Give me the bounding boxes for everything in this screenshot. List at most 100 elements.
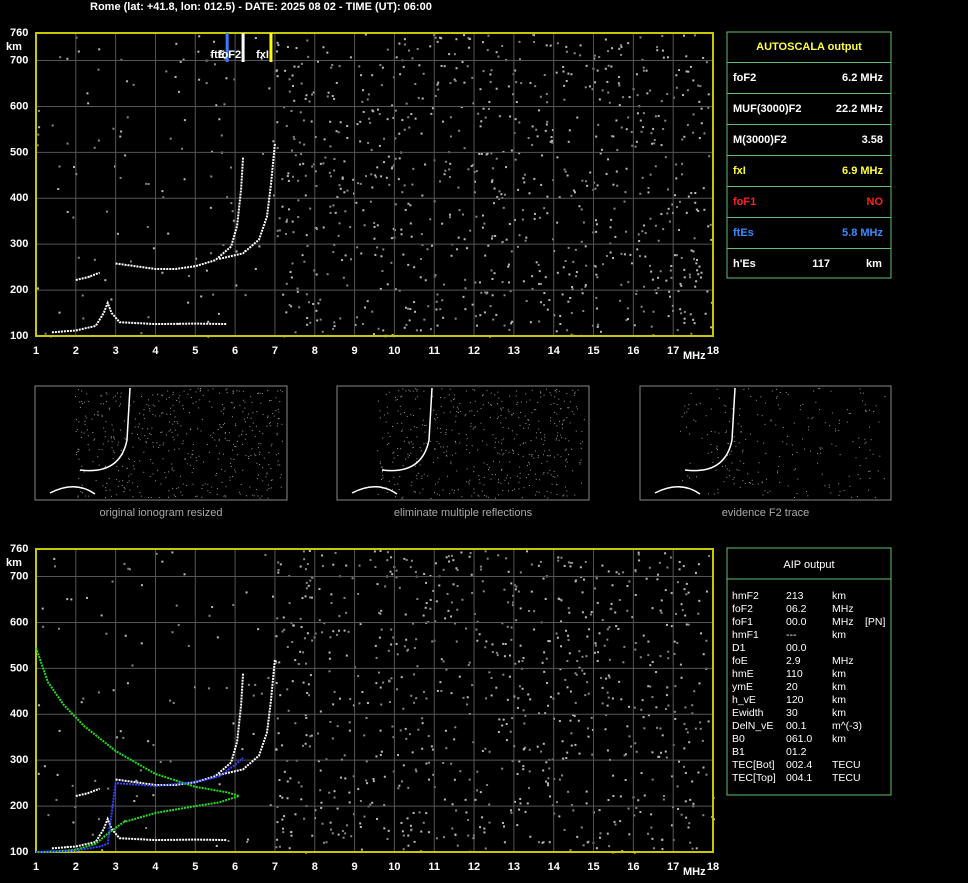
noise-dot: [586, 184, 589, 187]
thumbnail-dot: [271, 443, 273, 445]
thumbnail-dot: [77, 450, 79, 452]
x-tick-label: 9: [352, 861, 358, 873]
noise-dot: [329, 211, 332, 214]
noise-dot: [682, 565, 685, 568]
thumbnail-dot: [557, 454, 559, 456]
noise-dot: [352, 178, 355, 181]
aip-cell: hmF2: [732, 590, 759, 602]
noise-dot: [484, 254, 487, 257]
noise-dot: [452, 559, 455, 562]
thumbnail-dot: [118, 480, 120, 482]
noise-dot: [287, 179, 290, 182]
noise-dot: [422, 690, 425, 693]
noise-dot: [476, 620, 479, 623]
x-tick-label: 7: [272, 861, 278, 873]
noise-dot: [404, 727, 407, 730]
noise-dot: [55, 798, 58, 801]
noise-dot: [332, 563, 335, 566]
thumbnail-dot: [266, 425, 268, 427]
thumbnail-dot: [497, 416, 499, 418]
thumbnail-dot: [248, 456, 250, 458]
noise-dot: [333, 325, 336, 328]
thumbnail-dot: [757, 414, 759, 416]
thumbnail-dot: [506, 474, 508, 476]
noise-dot: [580, 240, 583, 243]
noise-dot: [140, 642, 143, 645]
noise-dot: [620, 45, 623, 48]
noise-dot: [292, 624, 295, 627]
noise-dot: [634, 570, 637, 573]
thumbnail-dot: [569, 401, 571, 403]
thumbnail-dot: [413, 490, 415, 492]
noise-dot: [335, 81, 338, 84]
thumbnail-dot: [148, 433, 150, 435]
noise-dot: [205, 269, 208, 272]
noise-dot: [306, 244, 309, 247]
noise-dot: [501, 45, 504, 48]
thumbnail-dot: [211, 486, 213, 488]
noise-dot: [455, 67, 458, 70]
thumbnail-dot: [202, 394, 204, 396]
noise-dot: [302, 162, 305, 165]
noise-dot: [683, 321, 686, 324]
noise-dot: [674, 717, 677, 720]
noise-dot: [697, 209, 700, 212]
noise-dot: [639, 192, 642, 195]
thumbnail-dot: [486, 464, 488, 466]
thumbnail-dot: [544, 439, 546, 441]
thumbnail-dot: [236, 390, 238, 392]
noise-dot: [683, 588, 686, 591]
noise-dot: [685, 70, 688, 73]
thumbnail-dot: [528, 419, 530, 421]
noise-dot: [329, 205, 332, 208]
noise-dot: [601, 702, 604, 705]
noise-dot: [436, 689, 439, 692]
thumbnail-dot: [255, 488, 257, 490]
noise-dot: [599, 676, 602, 679]
noise-dot: [264, 553, 267, 556]
noise-dot: [304, 742, 307, 745]
thumbnail-dot: [501, 442, 503, 444]
noise-dot: [120, 58, 123, 61]
noise-dot: [678, 69, 681, 72]
noise-dot: [93, 258, 96, 261]
aip-cell: ---: [786, 629, 797, 641]
row-value: 5.8 MHz: [842, 227, 883, 239]
thumbnail-dot: [242, 390, 244, 392]
aip-cell: km: [832, 733, 846, 745]
noise-dot: [399, 73, 402, 76]
noise-dot: [207, 687, 210, 690]
x-tick-label: 6: [232, 861, 238, 873]
noise-dot: [594, 219, 597, 222]
y-tick-label: 300: [10, 754, 28, 766]
noise-dot: [598, 836, 601, 839]
noise-dot: [605, 677, 608, 680]
thumbnail-dot: [129, 489, 131, 491]
noise-dot: [549, 795, 552, 798]
noise-dot: [473, 191, 476, 194]
thumbnail-dot: [132, 446, 134, 448]
thumbnail-dot: [466, 448, 468, 450]
noise-dot: [172, 701, 175, 704]
noise-dot: [573, 191, 576, 194]
noise-dot: [59, 56, 62, 59]
noise-dot: [562, 65, 565, 68]
thumbnail-dot: [224, 431, 226, 433]
noise-dot: [624, 753, 627, 756]
thumbnail-dot: [717, 449, 719, 451]
noise-dot: [608, 658, 611, 661]
thumbnail-dot: [414, 426, 416, 428]
noise-dot: [664, 708, 667, 711]
noise-dot: [410, 113, 413, 116]
noise-dot: [352, 192, 355, 195]
thumbnail-dot: [482, 395, 484, 397]
thumbnail-dot: [864, 443, 866, 445]
thumbnail-dot: [385, 421, 387, 423]
noise-dot: [305, 581, 308, 584]
aip-cell: km: [832, 629, 846, 641]
thumbnail-dot: [865, 441, 867, 443]
thumbnail-dot: [423, 443, 425, 445]
noise-dot: [414, 117, 417, 120]
noise-dot: [627, 281, 630, 284]
noise-dot: [625, 167, 628, 170]
